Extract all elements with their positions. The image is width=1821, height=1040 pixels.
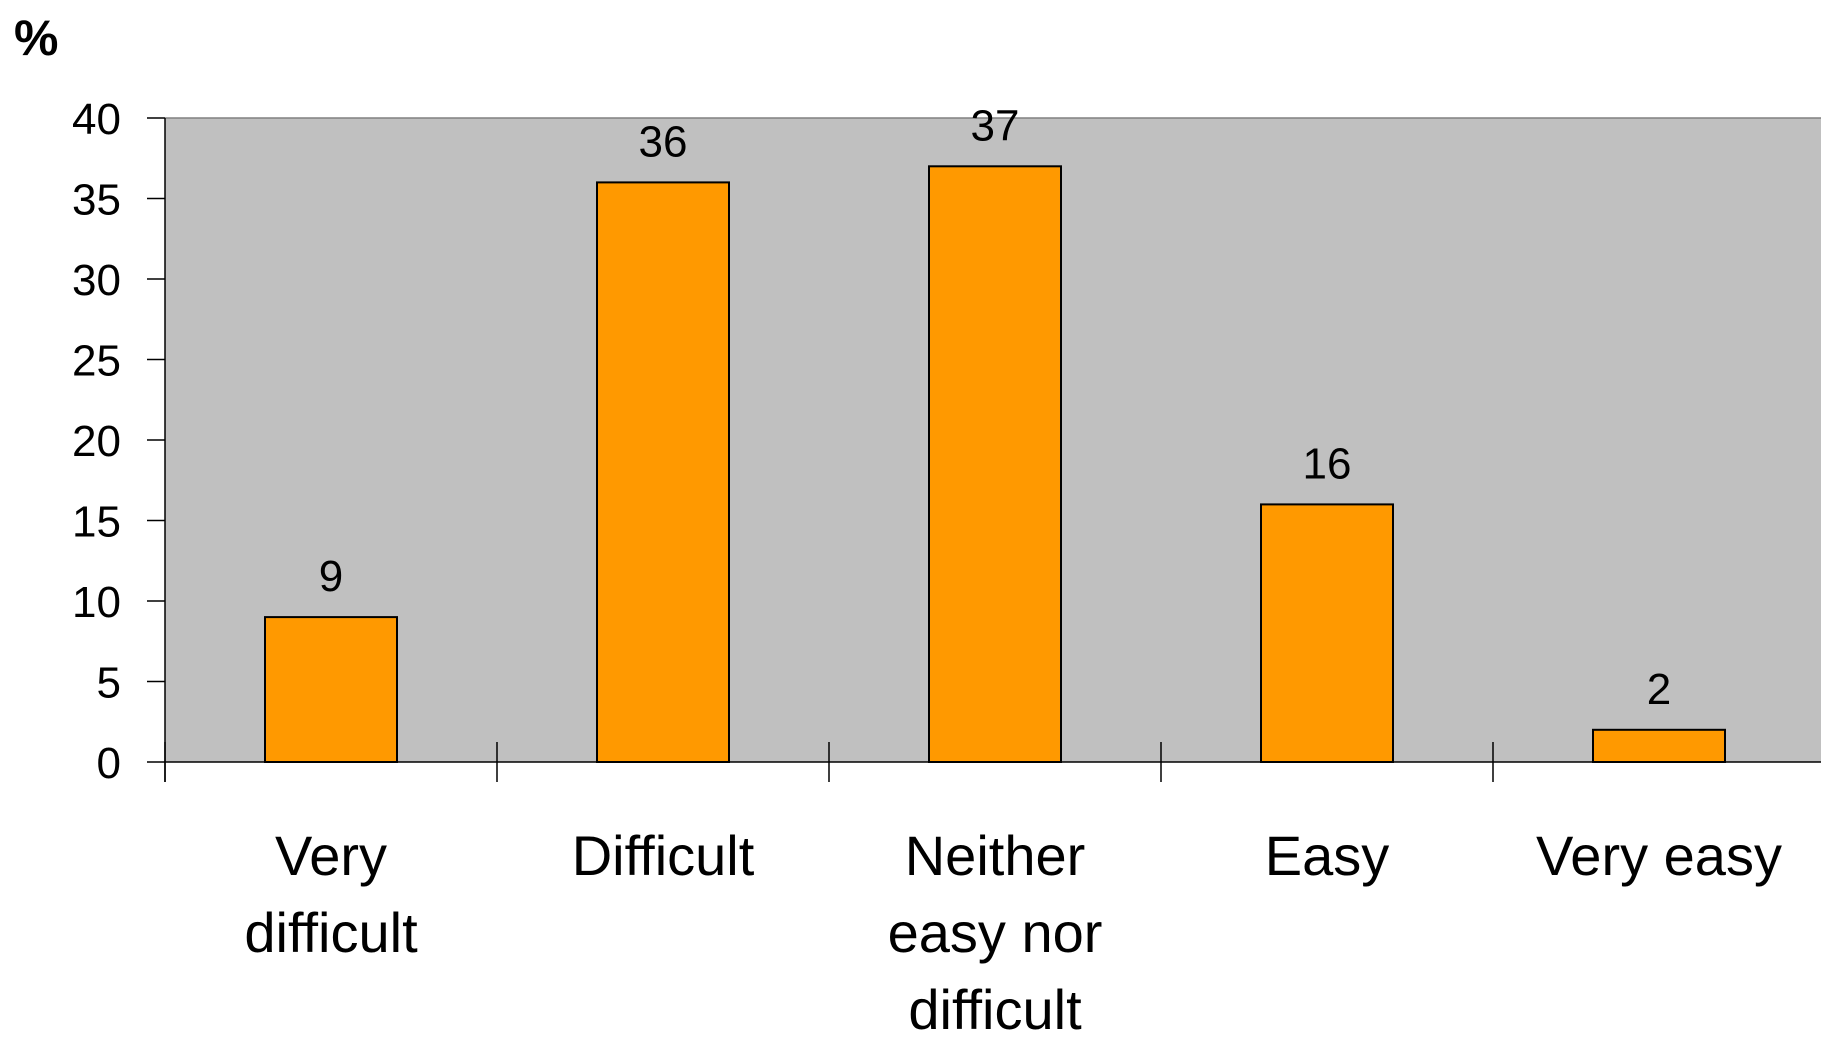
category-labels: Very difficult Difficult Neither easy nor dif… <box>244 824 1782 1040</box>
y-tick-label: 25 <box>72 337 121 386</box>
y-tick-label: 20 <box>72 417 121 466</box>
data-labels: 9 36 37 16 2 <box>319 101 1671 714</box>
y-tick-label: 0 <box>97 739 121 788</box>
bar <box>264 616 398 763</box>
data-label: 36 <box>639 117 688 166</box>
data-label: 37 <box>971 101 1020 150</box>
category-label: Easy <box>1265 824 1390 887</box>
y-tick-label: 30 <box>72 256 121 305</box>
y-tick-label: 10 <box>72 578 121 627</box>
y-axis: 0 5 10 15 20 25 30 35 40 <box>72 95 1821 788</box>
y-tick-label: 35 <box>72 176 121 225</box>
data-label: 2 <box>1647 665 1671 714</box>
y-axis-unit-label: % <box>14 10 58 66</box>
y-tick-label: 40 <box>72 95 121 144</box>
bar <box>1592 728 1726 763</box>
y-tick-label: 5 <box>97 659 121 708</box>
data-label: 9 <box>319 552 343 601</box>
category-label: Neither easy nor difficult <box>888 824 1103 1040</box>
category-label: Very difficult <box>244 824 418 964</box>
bars <box>264 165 1726 764</box>
bar <box>1260 503 1394 763</box>
y-tick-label: 15 <box>72 498 121 547</box>
bar <box>596 181 730 763</box>
category-label: Very easy <box>1536 824 1782 887</box>
bar <box>928 165 1062 764</box>
category-label: Difficult <box>572 824 755 887</box>
data-label: 16 <box>1303 439 1352 488</box>
